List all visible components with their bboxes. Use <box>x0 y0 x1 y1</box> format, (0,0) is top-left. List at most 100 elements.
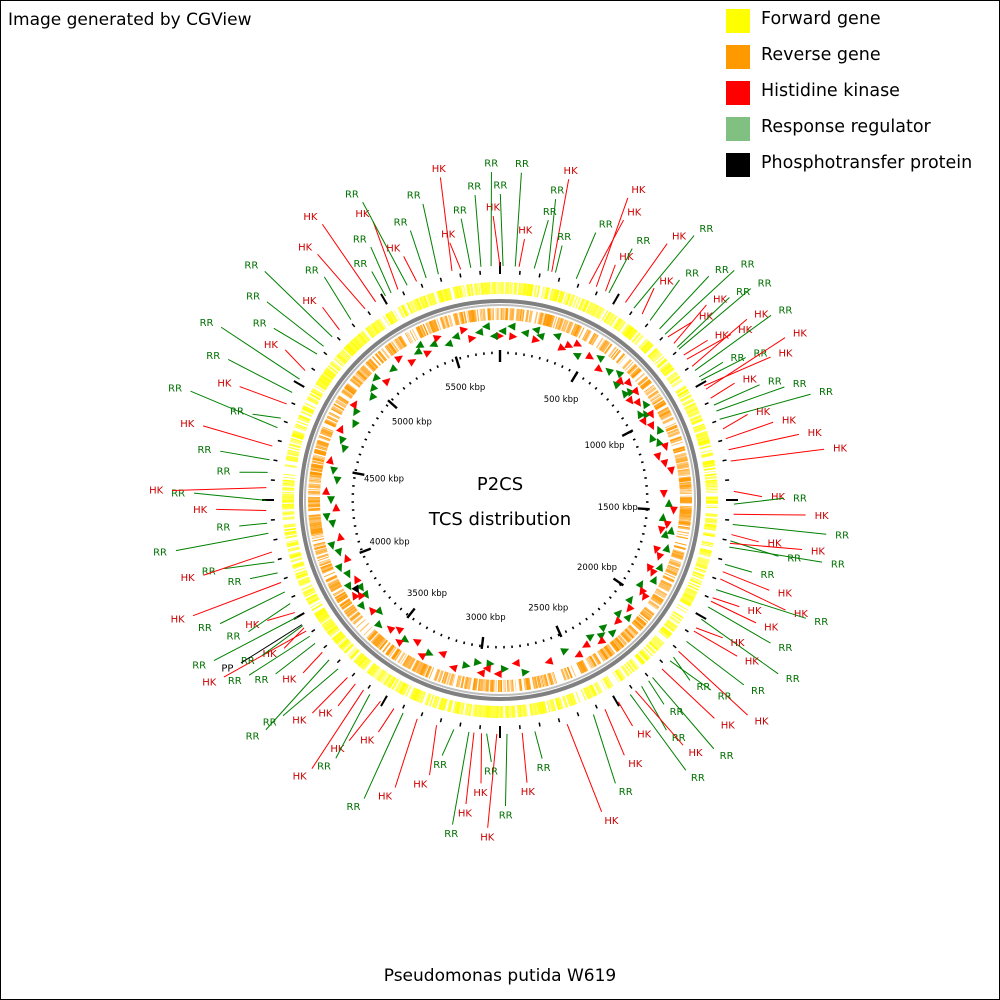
tcs-callout-label: HK <box>764 622 779 633</box>
tcs-marker <box>334 563 343 573</box>
tcs-callout-label: HK <box>303 212 318 223</box>
tcs-marker <box>424 648 434 656</box>
outer-tick <box>594 704 598 709</box>
outer-tick <box>439 718 443 723</box>
outer-tick <box>594 291 598 296</box>
tcs-callout-label: RR <box>715 265 729 276</box>
tcs-callout-label: HK <box>298 243 313 254</box>
ruler-minor-tick <box>415 377 419 381</box>
outer-tick <box>273 538 278 541</box>
map-center-subtitle: TCS distribution <box>428 509 571 530</box>
tcs-callout-label: RR <box>484 766 498 777</box>
ruler-minor-tick <box>359 548 363 551</box>
tcs-callout-line <box>676 297 730 348</box>
tcs-marker <box>374 606 383 615</box>
tcs-marker <box>356 601 365 610</box>
ruler-minor-tick <box>440 633 443 637</box>
tcs-callout-label: HK <box>619 252 634 263</box>
tcs-marker <box>666 466 675 475</box>
outer-tick <box>557 718 561 723</box>
ruler-minor-tick <box>621 417 625 420</box>
ruler-minor-tick <box>557 633 560 637</box>
tcs-callout-label: RR <box>317 761 331 772</box>
tcs-callout-label: RR <box>216 522 230 533</box>
tcs-callout-line <box>252 413 281 419</box>
tcs-callout-line <box>629 694 687 771</box>
ruler-minor-tick <box>639 540 643 543</box>
tcs-callout-label: HK <box>413 779 428 790</box>
tcs-callout-label: RR <box>200 318 214 329</box>
outer-tick <box>439 277 443 282</box>
tcs-marker <box>412 638 422 647</box>
tcs-marker <box>594 364 603 373</box>
tcs-callout-label: HK <box>293 772 308 783</box>
ruler-minor-tick <box>436 365 439 369</box>
tcs-marker <box>325 456 334 465</box>
ruler-major-tick <box>454 356 461 369</box>
tcs-callout-label: RR <box>227 631 241 642</box>
tcs-callout-line <box>521 732 528 783</box>
tcs-callout-label: HK <box>604 816 619 827</box>
tcs-callout-line <box>219 591 286 625</box>
tcs-callout-label: HK <box>715 330 730 341</box>
tcs-callout-label: RR <box>691 773 705 784</box>
tcs-callout-line <box>652 677 715 750</box>
tcs-marker <box>633 397 642 407</box>
tcs-marker <box>389 364 398 373</box>
tcs-callout-line <box>239 522 268 527</box>
tcs-callout-label: HK <box>171 614 186 625</box>
tcs-marker <box>653 452 662 461</box>
tcs-callout-label: HK <box>518 226 533 237</box>
tcs-callout-line <box>720 578 786 611</box>
ruler-minor-tick <box>367 430 371 434</box>
tcs-marker <box>413 347 423 355</box>
tcs-marker <box>638 416 647 426</box>
tcs-callout-label: HK <box>794 609 809 620</box>
tcs-callout-label: HK <box>180 419 195 430</box>
tcs-marker <box>461 660 471 669</box>
tcs-callout-label: HK <box>754 716 769 727</box>
tcs-callout-label: HK <box>815 511 830 522</box>
tcs-callout-line <box>669 660 712 691</box>
outer-tick <box>712 576 717 580</box>
ruler-minor-tick <box>594 386 598 390</box>
tcs-callout-line <box>547 199 557 272</box>
tcs-callout-line <box>504 733 508 806</box>
outer-tick <box>629 311 633 316</box>
tcs-callout-label: RR <box>599 220 613 231</box>
tcs-callout-label: RR <box>499 810 513 821</box>
ruler-minor-tick <box>538 356 541 360</box>
tcs-callout-line <box>733 513 806 516</box>
tcs-callout-label: RR <box>720 751 734 762</box>
tcs-callout-line <box>220 326 300 380</box>
tcs-marker <box>596 355 606 363</box>
outer-tick <box>695 612 707 620</box>
tcs-callout-line <box>648 680 665 705</box>
tcs-callout-line <box>595 197 629 287</box>
legend-label-reverse-gene: Reverse gene <box>761 45 881 65</box>
tcs-marker <box>544 656 554 665</box>
tcs-callout-label: HK <box>355 209 370 220</box>
tcs-callout-line <box>248 635 311 676</box>
ruler-minor-tick <box>393 601 397 605</box>
tcs-marker <box>615 376 624 386</box>
tcs-callout-label: HK <box>264 340 279 351</box>
tcs-marker <box>369 383 379 392</box>
tcs-callout-label: HK <box>302 296 317 307</box>
tcs-marker <box>564 340 574 348</box>
tcs-marker <box>328 519 337 529</box>
tcs-callout-line <box>311 677 348 714</box>
tcs-callout-line <box>441 729 455 756</box>
ruler-label: 500 kbp <box>544 395 579 405</box>
tcs-marker <box>438 651 448 659</box>
tcs-callout-line <box>705 337 786 390</box>
tcs-callout-label: RR <box>168 384 182 395</box>
tcs-callout-line <box>240 624 303 664</box>
tcs-callout-line <box>633 235 695 309</box>
tcs-callout-line <box>733 497 785 505</box>
backbone <box>299 299 701 701</box>
tcs-callout-line <box>213 616 298 662</box>
tcs-marker <box>625 595 634 605</box>
tcs-callout-line <box>667 321 693 338</box>
